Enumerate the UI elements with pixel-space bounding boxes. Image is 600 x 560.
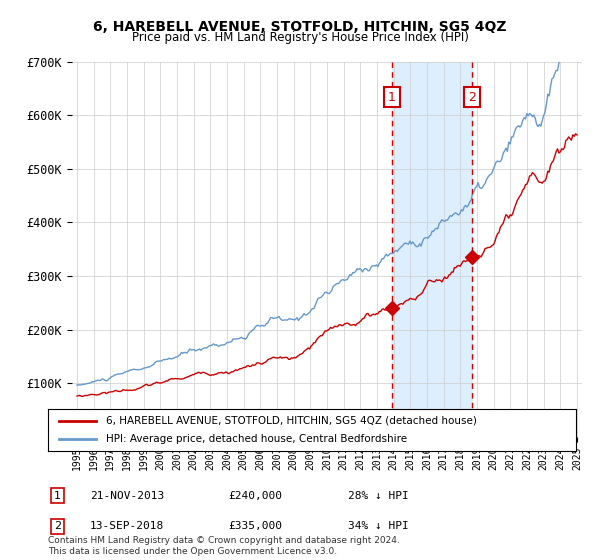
Text: 6, HAREBELL AVENUE, STOTFOLD, HITCHIN, SG5 4QZ (detached house): 6, HAREBELL AVENUE, STOTFOLD, HITCHIN, S… — [106, 416, 477, 426]
Text: 1: 1 — [54, 491, 61, 501]
Bar — [392, 62, 472, 437]
Text: Price paid vs. HM Land Registry's House Price Index (HPI): Price paid vs. HM Land Registry's House … — [131, 31, 469, 44]
Text: 6, HAREBELL AVENUE, STOTFOLD, HITCHIN, SG5 4QZ: 6, HAREBELL AVENUE, STOTFOLD, HITCHIN, S… — [93, 20, 507, 34]
Text: Contains HM Land Registry data © Crown copyright and database right 2024.
This d: Contains HM Land Registry data © Crown c… — [48, 536, 400, 556]
Text: 1: 1 — [388, 91, 396, 104]
Text: £335,000: £335,000 — [228, 521, 282, 531]
Text: 28% ↓ HPI: 28% ↓ HPI — [348, 491, 409, 501]
Text: 34% ↓ HPI: 34% ↓ HPI — [348, 521, 409, 531]
Text: 2: 2 — [54, 521, 61, 531]
Text: 13-SEP-2018: 13-SEP-2018 — [90, 521, 164, 531]
Text: 2: 2 — [468, 91, 476, 104]
Text: 21-NOV-2013: 21-NOV-2013 — [90, 491, 164, 501]
Text: HPI: Average price, detached house, Central Bedfordshire: HPI: Average price, detached house, Cent… — [106, 434, 407, 444]
Text: £240,000: £240,000 — [228, 491, 282, 501]
